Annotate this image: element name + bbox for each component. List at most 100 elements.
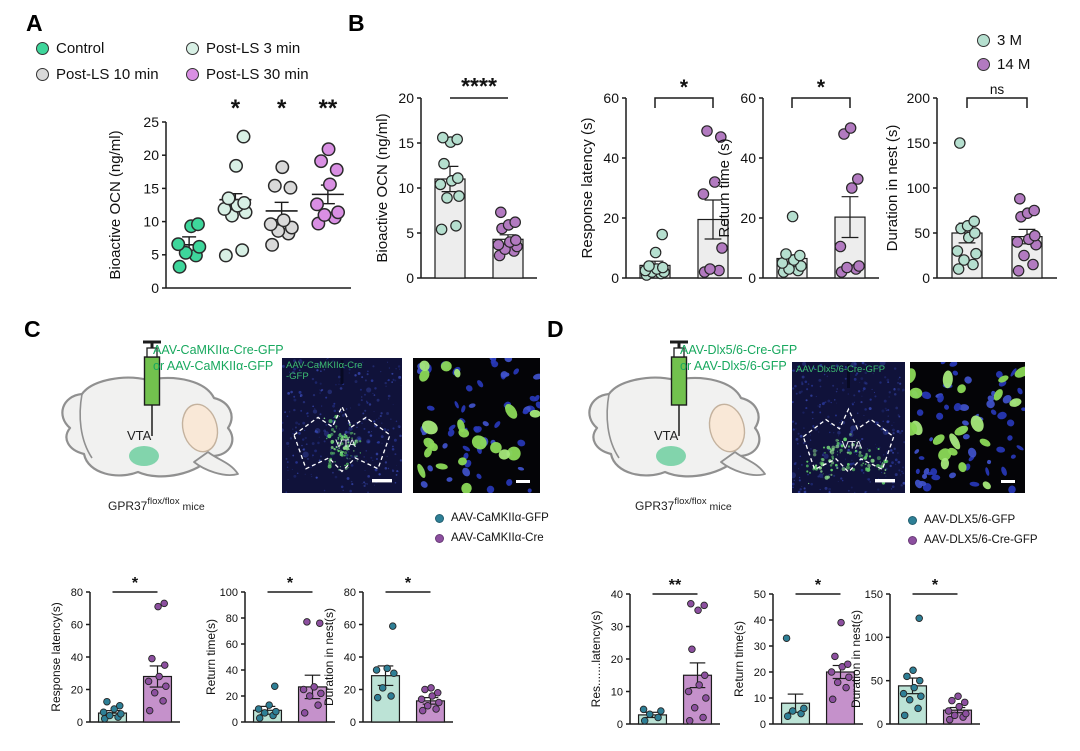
svg-text:Bioactive OCN (ng/ml): Bioactive OCN (ng/ml) <box>107 130 124 279</box>
legend-label: AAV-CaMKIIα-Cre <box>451 532 544 544</box>
svg-text:30: 30 <box>611 621 623 633</box>
svg-text:0: 0 <box>922 270 930 286</box>
svg-text:20: 20 <box>226 691 238 703</box>
duration-in-nest-bar-chart: 0 50 100 150 200 Duration in nest (s) ns <box>884 82 1057 286</box>
panel-c-legend: AAV-CaMKIIα-GFP AAV-CaMKIIα-Cre <box>435 512 549 544</box>
svg-text:0: 0 <box>350 717 356 729</box>
brainstem-outline <box>193 451 239 476</box>
cre-dot-icon <box>908 535 917 545</box>
legend-label: AAV-DLX5/6-GFP <box>924 514 1016 526</box>
svg-text:150: 150 <box>865 589 883 601</box>
svg-text:*: * <box>815 577 822 594</box>
svg-text:Duration in nest(s): Duration in nest(s) <box>322 608 336 706</box>
svg-text:0: 0 <box>877 719 883 731</box>
svg-text:50: 50 <box>754 589 766 601</box>
svg-text:*: * <box>405 575 412 592</box>
panel-b: B 3 M 14 M 0 5 10 15 20 Bioactive OCN (ng/ml)… <box>345 8 1080 308</box>
svg-text:*: * <box>680 76 689 99</box>
legend-label: AAV-CaMKIIα-GFP <box>451 512 549 524</box>
svg-text:40: 40 <box>603 150 619 166</box>
c-duration-in-nest-chart: 0 20 40 60 80 Duration in nest(s) * <box>322 575 453 729</box>
svg-text:40: 40 <box>740 150 756 166</box>
svg-text:*: * <box>817 76 826 99</box>
svg-text:Res.......latency(s): Res.......latency(s) <box>589 611 603 708</box>
legend-item-postls10: Post-LS 10 min <box>36 66 186 83</box>
legend-item-14m: 14 M <box>977 56 1030 73</box>
c-response-latency-chart: 0 20 40 60 80 Response latency(s) * <box>49 575 180 729</box>
svg-text:60: 60 <box>740 90 756 106</box>
vta-region <box>656 446 686 466</box>
postls3-dot-icon <box>186 42 199 55</box>
bioactive-ocn-bar-chart: 0 5 10 15 20 Bioactive OCN (ng/ml) **** <box>374 73 537 286</box>
c-return-time-chart: 0 20 40 60 80 100 Return time(s) * <box>204 575 335 729</box>
svg-text:10: 10 <box>754 693 766 705</box>
brainstem-outline <box>720 451 766 476</box>
mouse-line-label: GPR37flox/flox mice <box>635 496 732 513</box>
panel-d: D VTA AAV-Dlx5/6-Cre-GFP or AAV-Dlx5/6-G… <box>545 314 1080 751</box>
legend-label: AAV-DLX5/6-Cre-GFP <box>924 534 1038 546</box>
svg-text:50: 50 <box>871 676 883 688</box>
svg-text:60: 60 <box>603 90 619 106</box>
slice-image-label: AAV-CaMKIIα-Cre -GFP <box>286 360 363 383</box>
svg-text:0: 0 <box>232 717 238 729</box>
svg-text:5: 5 <box>406 225 414 241</box>
svg-text:VTA: VTA <box>335 438 356 450</box>
svg-text:60: 60 <box>71 619 83 631</box>
legend-item-gfp: AAV-DLX5/6-GFP <box>908 514 1038 526</box>
svg-text:200: 200 <box>907 90 931 106</box>
svg-text:0: 0 <box>748 270 756 286</box>
panel-d-label: D <box>547 316 564 342</box>
cerebellum-region <box>181 403 219 453</box>
svg-text:*: * <box>932 577 939 594</box>
svg-text:ns: ns <box>990 82 1005 97</box>
svg-text:60: 60 <box>226 639 238 651</box>
svg-text:**: ** <box>319 95 338 122</box>
legend-label: Post-LS 10 min <box>56 66 159 83</box>
svg-text:Response latency (s): Response latency (s) <box>579 118 596 259</box>
vta-diagram-label: VTA <box>127 428 152 443</box>
legend-label: 14 M <box>997 56 1031 73</box>
d-return-time-chart: 0 10 20 30 40 50 Return time(s) * <box>732 577 863 731</box>
vta-slice-image: VTA AAV-Dlx5/6-Cre-GFP <box>792 362 905 493</box>
svg-text:Response latency(s): Response latency(s) <box>49 602 63 711</box>
age-3m-dot-icon <box>977 34 990 47</box>
gfp-zoom-image <box>910 362 1025 493</box>
svg-text:0: 0 <box>77 717 83 729</box>
brain-injection-diagram: VTA <box>61 340 239 478</box>
legend-label: Control <box>56 40 105 57</box>
vta-slice-image: VTA AAV-CaMKIIα-Cre -GFP <box>282 358 402 493</box>
svg-text:20: 20 <box>611 654 623 666</box>
legend-item-postls30: Post-LS 30 min <box>186 66 356 83</box>
svg-text:5: 5 <box>151 247 159 263</box>
gfp-zoom-image <box>413 358 540 493</box>
svg-text:Duration in nest(s): Duration in nest(s) <box>849 610 863 708</box>
svg-text:100: 100 <box>220 587 238 599</box>
vta-region <box>129 446 159 466</box>
svg-text:40: 40 <box>611 589 623 601</box>
panel-c: C VTA AAV-CaMKIIα-Cre-GFP or AAV-CaMKIIα… <box>20 314 549 751</box>
svg-text:80: 80 <box>344 587 356 599</box>
panel-c-label: C <box>24 316 41 342</box>
age-14m-dot-icon <box>977 58 990 71</box>
svg-text:Return time(s): Return time(s) <box>732 621 746 697</box>
svg-text:15: 15 <box>398 135 414 151</box>
mouse-line-label: GPR37flox/flox mice <box>108 496 205 513</box>
legend-item-3m: 3 M <box>977 32 1030 49</box>
svg-text:0: 0 <box>611 270 619 286</box>
svg-text:20: 20 <box>398 90 414 106</box>
svg-text:150: 150 <box>907 135 931 151</box>
legend-item-gfp: AAV-CaMKIIα-GFP <box>435 512 549 524</box>
svg-text:40: 40 <box>226 665 238 677</box>
legend-item-postls3: Post-LS 3 min <box>186 40 356 57</box>
brain-outline <box>588 376 761 478</box>
svg-text:15: 15 <box>143 180 159 196</box>
svg-text:40: 40 <box>754 615 766 627</box>
svg-text:Bioactive OCN (ng/ml): Bioactive OCN (ng/ml) <box>374 113 391 262</box>
panel-a-legend: Control Post-LS 3 min Post-LS 10 min Pos… <box>36 40 356 83</box>
postls30-dot-icon <box>186 68 199 81</box>
svg-text:30: 30 <box>754 641 766 653</box>
panel-a: A Control Post-LS 3 min Post-LS 10 min P… <box>24 8 351 308</box>
